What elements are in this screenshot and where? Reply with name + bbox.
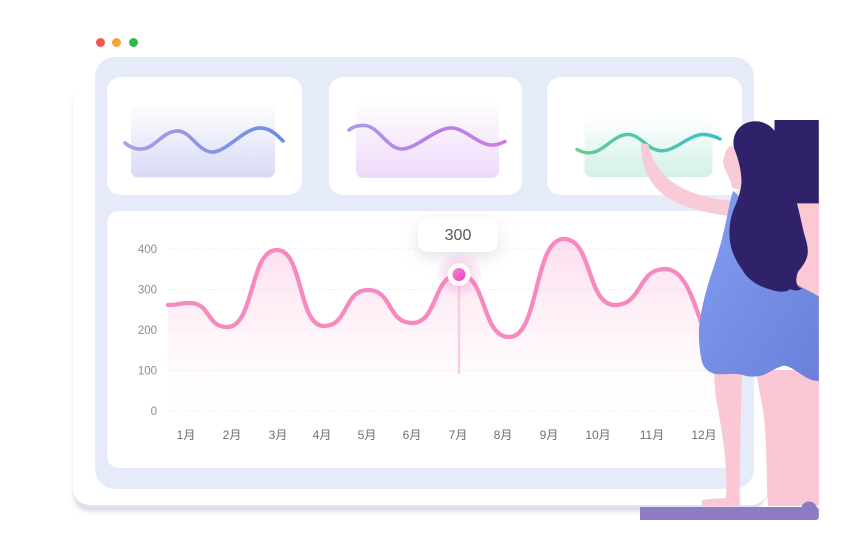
svg-text:300: 300 xyxy=(138,285,157,297)
svg-text:100: 100 xyxy=(138,366,157,378)
svg-text:200: 200 xyxy=(138,325,157,337)
svg-text:2月: 2月 xyxy=(223,428,242,442)
svg-text:7月: 7月 xyxy=(449,428,468,442)
svg-text:400: 400 xyxy=(138,244,157,256)
svg-text:10月: 10月 xyxy=(585,428,610,442)
svg-text:1月: 1月 xyxy=(177,428,196,442)
svg-text:5月: 5月 xyxy=(358,428,377,442)
svg-text:4月: 4月 xyxy=(313,428,332,442)
svg-text:3月: 3月 xyxy=(269,428,288,442)
svg-text:9月: 9月 xyxy=(540,428,559,442)
svg-text:0: 0 xyxy=(151,406,157,418)
svg-text:12月: 12月 xyxy=(691,428,716,442)
svg-text:11月: 11月 xyxy=(640,428,664,442)
svg-text:8月: 8月 xyxy=(494,428,513,442)
svg-text:6月: 6月 xyxy=(403,428,422,442)
